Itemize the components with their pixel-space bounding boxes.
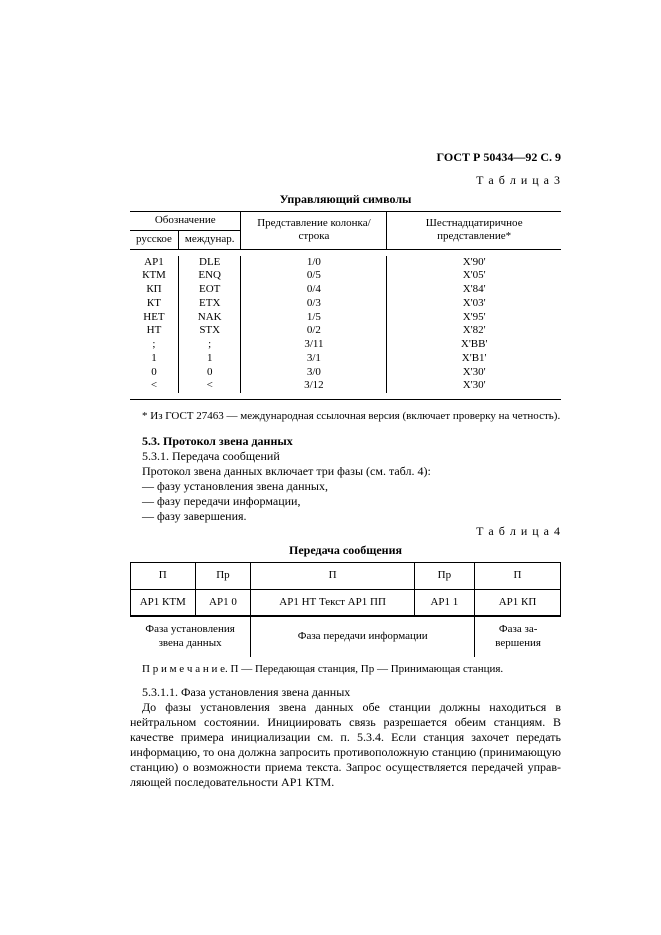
section-5.3: 5.3. Протокол звена данных (130, 434, 561, 449)
table3: Обозначение Представление колонка/строка… (130, 211, 561, 400)
t4-h5: П (474, 562, 560, 589)
list-item: — фазу установления звена данных, (130, 479, 561, 494)
section-5.3.1: 5.3.1. Передача сообщений (130, 449, 561, 464)
page-header: ГОСТ Р 50434—92 С. 9 (130, 150, 561, 165)
phase3: Фаза за­вершения (475, 617, 561, 657)
table-row: КТМENQ0/5X'05' (130, 269, 561, 283)
table-row: НТSTX0/2X'82' (130, 324, 561, 338)
t4-c4: АР1 1 (414, 589, 474, 616)
t4-h1: П (131, 562, 196, 589)
th-intl: междунар. (178, 230, 241, 249)
table3-footnote: * Из ГОСТ 27463 — международная ссылочна… (130, 410, 561, 424)
table3-title: Управляющий символы (130, 192, 561, 207)
table3-label: Т а б л и ц а 3 (130, 173, 561, 188)
table4-note: П р и м е ч а н и е. П — Передающая стан… (130, 663, 561, 677)
table-row: КТETX0/3X'03' (130, 297, 561, 311)
section-5.3.1.1-text: До фазы установления звена данных обе ст… (130, 700, 561, 790)
t4-c2: АР1 0 (195, 589, 251, 616)
table4-label: Т а б л и ц а 4 (130, 524, 561, 539)
table4-title: Передача сообщения (130, 543, 561, 558)
table-row: КПEOT0/4X'84' (130, 283, 561, 297)
table4-phases: Фаза установления звена данных Фаза пере… (130, 616, 561, 657)
phase1: Фаза установления звена данных (130, 617, 251, 657)
page: ГОСТ Р 50434—92 С. 9 Т а б л и ц а 3 Упр… (0, 0, 661, 935)
table-row: ;;3/11X'BB' (130, 338, 561, 352)
table-row: АР1DLE1/0X'90' (130, 256, 561, 270)
table4: П Пр П Пр П АР1 КТМ АР1 0 АР1 НТ Текст А… (130, 562, 561, 617)
section-5.3.1.1-title: 5.3.1.1. Фаза установления звена данных (130, 685, 561, 700)
table-row: 003/0X'30' (130, 366, 561, 380)
t4-h2: Пр (195, 562, 251, 589)
table-row: <<3/12X'30' (130, 379, 561, 393)
intro-text: Протокол звена данных включает три фазы … (130, 464, 561, 479)
t4-c5: АР1 КП (474, 589, 560, 616)
t4-c3: АР1 НТ Текст АР1 ПП (251, 589, 414, 616)
list-item: — фазу завершения. (130, 509, 561, 524)
th-hex: Шестнадцатиричное представление* (387, 212, 561, 250)
table-row: НЕТNAK1/5X'95' (130, 311, 561, 325)
phase2: Фаза передачи информации (251, 617, 475, 657)
th-oboz: Обозначение (130, 212, 241, 231)
th-rus: русское (130, 230, 178, 249)
list-item: — фазу передачи информации, (130, 494, 561, 509)
table-row: 113/1X'B1' (130, 352, 561, 366)
t4-h4: Пр (414, 562, 474, 589)
th-repr: Представление колонка/строка (241, 212, 387, 250)
t4-c1: АР1 КТМ (131, 589, 196, 616)
t4-h3: П (251, 562, 414, 589)
